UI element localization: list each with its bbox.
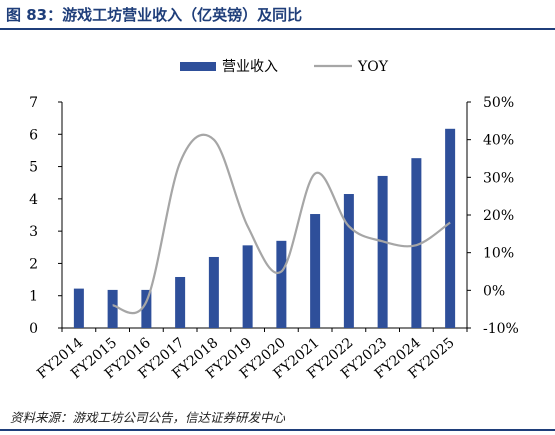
y-tick-label-right: 0% <box>483 283 505 299</box>
revenue-bar <box>310 214 321 328</box>
footer-divider <box>0 429 555 431</box>
y-tick-label-right: 40% <box>483 133 514 149</box>
y-tick-label-left: 7 <box>29 95 38 111</box>
y-tick-label-left: 4 <box>29 192 38 208</box>
figure-title: 图 83：游戏工坊营业收入（亿英镑）及同比 <box>6 6 303 24</box>
revenue-bar <box>175 276 186 328</box>
y-tick-label-right: 20% <box>483 208 514 224</box>
revenue-bar <box>141 289 152 328</box>
revenue-bar <box>343 194 354 328</box>
revenue-bar <box>208 256 219 328</box>
revenue-bar <box>411 158 422 328</box>
y-tick-label-left: 3 <box>29 224 38 240</box>
revenue-bar <box>377 175 388 328</box>
legend-yoy-label: YOY <box>357 59 389 75</box>
revenue-bar <box>242 245 253 328</box>
revenue-bar <box>276 240 287 328</box>
y-tick-label-left: 6 <box>29 127 38 143</box>
revenue-bar <box>73 288 84 328</box>
yoy-line <box>112 133 451 315</box>
y-tick-label-right: -10% <box>483 321 519 337</box>
y-tick-label-right: 50% <box>483 95 514 111</box>
y-tick-label-right: 10% <box>483 246 514 262</box>
y-tick-label-left: 5 <box>29 160 38 176</box>
revenue-bar <box>107 289 118 328</box>
y-tick-label-right: 30% <box>483 170 514 186</box>
y-tick-label-left: 2 <box>29 256 38 272</box>
y-tick-label-left: 0 <box>29 321 38 337</box>
y-tick-label-left: 1 <box>29 289 38 305</box>
legend-revenue-swatch <box>180 62 216 71</box>
revenue-bar <box>445 128 456 328</box>
source-note: 资料来源：游戏工坊公司公告，信达证券研发中心 <box>10 410 286 425</box>
legend-revenue-label: 营业收入 <box>222 59 278 75</box>
title-bar: 图 83：游戏工坊营业收入（亿英镑）及同比 <box>0 0 555 30</box>
